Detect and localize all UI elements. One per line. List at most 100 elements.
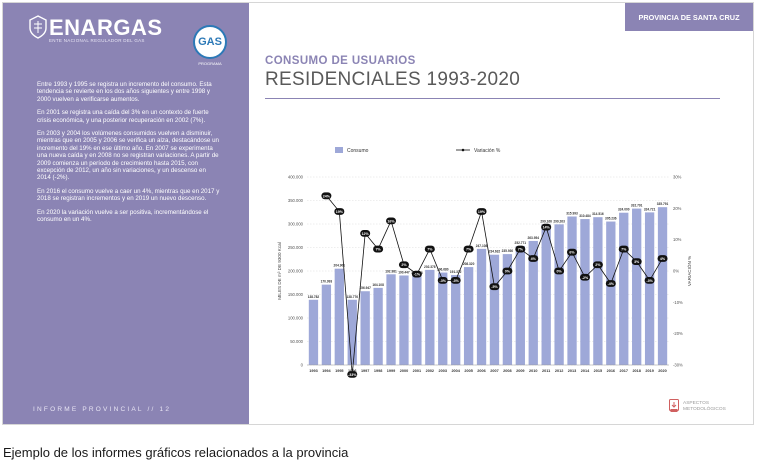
logo-wordmark: ENARGAS — [49, 15, 163, 40]
variation-marker — [424, 245, 435, 253]
bar-value-label: 324.000 — [618, 208, 630, 212]
report-footer: INFORME PROVINCIAL // 12 — [33, 406, 172, 413]
document-download-icon[interactable] — [669, 399, 679, 413]
variation-label: 0% — [505, 270, 511, 274]
sidebar-paragraph: En 2020 la variación vuelve a ser positi… — [37, 208, 209, 224]
bar-value-label: 191.372 — [450, 270, 462, 274]
variation-marker — [631, 258, 642, 265]
consumption-chart: Consumo Variación % 138.782 170.993 204.901… — [277, 147, 692, 378]
variation-label: 4% — [660, 257, 666, 261]
bar-value-label: 170.993 — [321, 280, 333, 284]
variation-marker — [605, 280, 616, 287]
variation-marker — [528, 255, 539, 262]
x-tick-label: 2016 — [607, 369, 615, 373]
variation-marker — [657, 255, 668, 262]
x-tick-label: 1997 — [361, 369, 369, 373]
variation-label: 12% — [362, 232, 370, 236]
bar — [360, 291, 370, 365]
variation-label: 7% — [427, 248, 433, 252]
x-tick-label: 2013 — [568, 369, 576, 373]
x-tick-label: 1996 — [348, 369, 356, 373]
bar — [567, 216, 577, 365]
sidebar-paragraph: En 2016 el consumo vuelve a caer un 4%, … — [37, 187, 220, 203]
y-tick-label: 400.000 — [288, 175, 304, 180]
bar-value-label: 164.108 — [372, 283, 384, 287]
variation-label: -1% — [414, 273, 421, 277]
variation-marker — [411, 270, 422, 278]
gas-badge-label: GAS — [198, 36, 222, 48]
y2-tick-label: -30% — [673, 363, 683, 368]
x-tick-label: 2011 — [542, 369, 550, 373]
bar-value-label: 305.236 — [605, 217, 617, 221]
bar — [373, 287, 383, 365]
sidebar: ENARGAS ENTE NACIONAL REGULADOR DEL GAS … — [3, 3, 249, 424]
x-tick-label: 2000 — [400, 369, 408, 373]
x-tick-label: 2015 — [594, 369, 602, 373]
legend-swatch-consumo — [335, 147, 343, 153]
section-kicker: CONSUMO DE USUARIOS — [265, 55, 416, 67]
x-tick-label: 2012 — [555, 369, 563, 373]
variation-marker — [347, 371, 358, 378]
bar-value-label: 202.378 — [424, 265, 436, 269]
variation-marker — [386, 217, 397, 225]
bar-value-label: 156.947 — [359, 286, 371, 290]
bar — [657, 207, 668, 365]
y-axis-title: MILES DE m³ DE 9300 Kcal — [277, 242, 282, 299]
x-tick-label: 1993 — [309, 369, 317, 373]
x-tick-label: 2009 — [516, 369, 524, 373]
variation-label: -3% — [440, 279, 447, 283]
x-tick-label: 2006 — [477, 369, 485, 373]
y2-tick-label: 30% — [673, 175, 682, 180]
variation-label: -33% — [348, 373, 357, 377]
bar-value-label: 234.632 — [489, 250, 501, 254]
methodology-link-line: ASPECTOS — [683, 401, 710, 406]
bar-value-label: 335.791 — [657, 202, 669, 206]
bar-value-label: 204.901 — [334, 264, 346, 268]
bar — [334, 268, 344, 365]
bar — [476, 248, 487, 365]
variation-marker — [618, 245, 629, 253]
variation-label: -2% — [582, 276, 589, 280]
y2-tick-label: 10% — [673, 237, 682, 242]
y2-tick-label: -10% — [673, 300, 683, 305]
legend-marker — [461, 148, 465, 152]
province-tab: PROVINCIA DE SANTA CRUZ — [625, 3, 753, 31]
bar-value-label: 332.791 — [631, 204, 643, 208]
bar — [528, 240, 538, 365]
y-tick-label: 350.000 — [288, 198, 304, 203]
x-tick-label: 1995 — [335, 369, 343, 373]
variation-label: 7% — [466, 248, 472, 252]
y2-tick-label: 20% — [673, 206, 682, 211]
variation-label: 6% — [569, 251, 575, 255]
x-tick-label: 1999 — [387, 369, 395, 373]
y-tick-label: 100.000 — [288, 316, 304, 321]
bar-series: 138.782 170.993 204.901 138.776 156.947164.1… — [308, 202, 669, 365]
variation-label: 24% — [323, 194, 331, 198]
bar — [386, 274, 396, 365]
shield-emblem-icon — [29, 15, 47, 39]
chart-legend: Consumo Variación % — [335, 147, 501, 154]
variation-marker — [463, 245, 474, 253]
bar-value-label: 192.981 — [385, 269, 397, 273]
bar-value-label: 208.320 — [463, 262, 475, 266]
x-tick-label: 2010 — [529, 369, 537, 373]
bar-value-label: 299.263 — [553, 219, 565, 223]
y2-axis-title: VARIACIÓN % — [686, 256, 692, 286]
y-tick-label: 200.000 — [288, 269, 304, 274]
sidebar-paragraph: En 2003 y 2004 los volúmenes consumidos … — [37, 130, 219, 182]
legend-label: Variación % — [474, 148, 501, 154]
x-tick-label: 2008 — [503, 369, 511, 373]
variation-label: -4% — [608, 282, 615, 286]
bar — [502, 254, 513, 365]
variation-marker — [515, 245, 526, 253]
variation-label: 3% — [634, 260, 640, 264]
variation-label: 2% — [595, 263, 601, 267]
bar — [399, 275, 409, 365]
variation-marker — [373, 245, 384, 253]
x-tick-label: 2018 — [632, 369, 640, 373]
x-tick-label: 2004 — [451, 369, 460, 373]
variation-label: 0% — [557, 270, 563, 274]
y-tick-label: 50.000 — [290, 339, 303, 344]
variation-marker — [476, 208, 487, 215]
methodology-link[interactable]: ASPECTOS METODOLÓGICOS — [683, 401, 726, 412]
